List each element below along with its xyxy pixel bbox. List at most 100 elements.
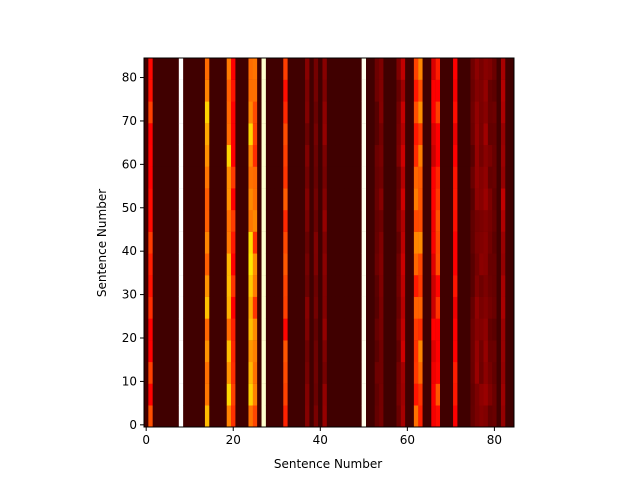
heatmap-cell [387,361,393,384]
heatmap-cell [366,253,371,276]
heatmap-cell [270,209,275,232]
heatmap-cell [204,101,210,124]
heatmap-column [361,58,367,428]
heatmap-column [413,58,419,428]
heatmap-cell [222,318,227,341]
heatmap-cell [453,231,458,254]
heatmap-cell [305,383,310,406]
heatmap-cell [444,166,449,189]
heatmap-cell [170,361,175,384]
heatmap-cell [309,166,314,189]
heatmap-cell [278,144,284,167]
heatmap-cell [239,166,245,189]
heatmap-cell [278,296,284,319]
heatmap-cell [157,361,162,384]
heatmap-cell [278,123,284,146]
heatmap-cell [326,58,332,80]
heatmap-cell [318,166,323,189]
heatmap-cell [191,166,197,189]
heatmap-cell [165,361,171,384]
heatmap-cell [496,405,502,428]
heatmap-cell [448,144,454,167]
heatmap-cell [500,101,506,124]
heatmap-column [422,58,428,428]
heatmap-cell [500,58,506,80]
heatmap-cell [178,296,184,319]
heatmap-cell [444,188,449,211]
heatmap-cell [157,340,162,363]
heatmap-cell [252,144,258,167]
heatmap-cell [196,275,201,297]
heatmap-cell [305,275,310,297]
heatmap-cell [435,340,441,363]
heatmap-cell [361,231,367,254]
heatmap-cell [305,253,310,276]
heatmap-cell [331,405,336,428]
heatmap-cell [235,79,240,102]
heatmap-cell [335,101,341,124]
heatmap-cell [200,188,206,211]
heatmap-cell [292,275,297,297]
heatmap-cell [209,383,214,406]
heatmap-cell [257,209,262,232]
heatmap-cell [370,123,375,146]
heatmap-cell [209,253,214,276]
heatmap-cell [431,144,436,167]
heatmap-cell [239,340,245,363]
heatmap-cell [370,361,375,384]
heatmap-column [405,58,410,428]
heatmap-cell [165,123,171,146]
heatmap-cell [383,383,388,406]
heatmap-cell [239,231,245,254]
heatmap-cell [305,101,310,124]
heatmap-cell [300,405,306,428]
heatmap-column [278,58,284,428]
heatmap-cell [305,209,310,232]
heatmap-cell [426,296,432,319]
heatmap-column [431,58,436,428]
heatmap-cell [244,405,249,428]
heatmap-cell [222,188,227,211]
heatmap-cell [505,383,510,406]
heatmap-cell [457,101,462,124]
heatmap-cell [152,166,158,189]
heatmap-column [466,58,471,428]
heatmap-cell [313,101,319,124]
heatmap-cell [409,231,415,254]
heatmap-cell [231,123,236,146]
heatmap-cell [461,188,467,211]
heatmap-cell [466,405,471,428]
heatmap-cell [335,296,341,319]
heatmap-cell [313,123,319,146]
heatmap-cell [366,340,371,363]
heatmap-cell [431,123,436,146]
heatmap-cell [400,209,406,232]
heatmap-cell [413,296,419,319]
heatmap-cell [335,144,341,167]
heatmap-cell [222,405,227,428]
heatmap-cell [500,340,506,363]
heatmap-cell [318,275,323,297]
heatmap-cell [235,275,240,297]
heatmap-cell [487,101,493,124]
heatmap-cell [405,340,410,363]
heatmap-cell [326,166,332,189]
heatmap-cell [453,275,458,297]
heatmap-cell [344,318,349,341]
heatmap-cell [448,166,454,189]
heatmap-cell [379,209,384,232]
heatmap-cell [483,405,489,428]
heatmap-cell [352,361,358,384]
heatmap-cell [392,58,397,80]
heatmap-cell [244,144,249,167]
heatmap-cell [235,123,240,146]
heatmap-column [187,58,193,428]
heatmap-cell [170,209,175,232]
heatmap-cell [366,383,371,406]
heatmap-cell [235,383,240,406]
heatmap-cell [322,296,328,319]
heatmap-cell [374,166,380,189]
heatmap-cell [448,340,454,363]
heatmap-cell [326,275,332,297]
y-tick-label: 40 [122,244,137,258]
